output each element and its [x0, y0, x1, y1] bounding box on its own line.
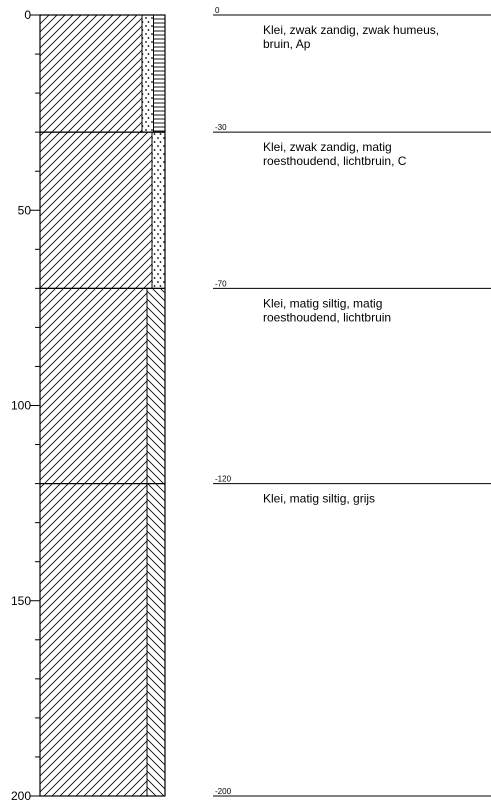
layer-2-sand-strip: [151, 131, 166, 289]
layer-1-description-line-1: Klei, zwak zandig, zwak humeus,: [263, 23, 439, 37]
layer-3-description-line-1: Klei, matig siltig, matig: [263, 296, 382, 310]
layer-1-humus-strip: [153, 14, 166, 133]
layer-2-description-line-2: roesthoudend, lichtbruin, C: [263, 154, 407, 168]
depth-tick-label: 50: [18, 203, 32, 217]
layer-2-main-fill: [39, 131, 153, 289]
lithology-columns: [39, 14, 166, 797]
layer-1-main-fill: [39, 14, 143, 133]
layer-4-silt-strip: [146, 483, 166, 797]
layer-4-main-fill: [39, 483, 148, 797]
layer-3-main-fill: [39, 287, 148, 485]
layer-3-silt-strip: [146, 287, 166, 485]
depth-tick-label: 0: [24, 8, 31, 22]
depth-axis: 0 50 100 150 200: [11, 8, 40, 803]
layer-3-description-line-2: roesthoudend, lichtbruin: [263, 310, 391, 324]
depth-tick-label: 100: [11, 399, 31, 413]
depth-tick-label: 150: [11, 594, 31, 608]
bottom-depth-label: -200: [215, 787, 232, 796]
layer-top-label-1: 0: [215, 6, 220, 15]
layer-top-label-2: -30: [215, 123, 227, 132]
layer-top-label-4: -120: [215, 475, 232, 484]
layer-top-label-3: -70: [215, 279, 227, 288]
depth-tick-label: 200: [11, 789, 31, 802]
layer-1-description-line-2: bruin, Ap: [263, 37, 311, 51]
layer-descriptions: 0 Klei, zwak zandig, zwak humeus,bruin, A…: [213, 6, 491, 797]
layer-2-description-line-1: Klei, zwak zandig, matig: [263, 140, 392, 154]
layer-4-description-line-1: Klei, matig siltig, grijs: [263, 492, 375, 506]
layer-1-sand-strip: [141, 14, 154, 133]
